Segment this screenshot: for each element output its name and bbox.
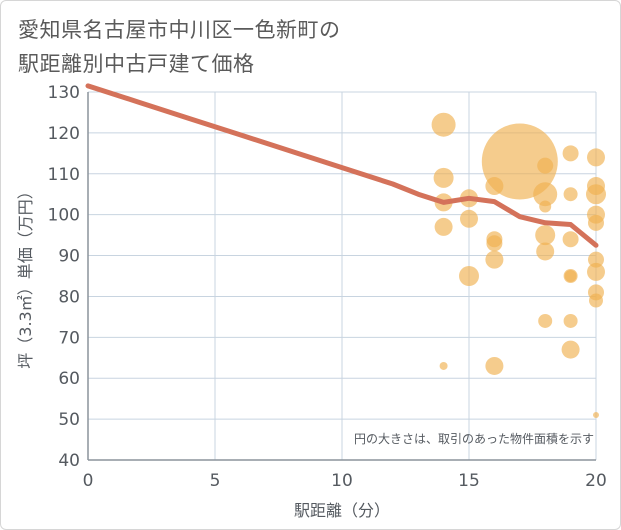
bubble-series bbox=[431, 112, 606, 419]
data-point bbox=[562, 231, 579, 248]
data-point bbox=[587, 262, 605, 281]
y-tick-label: 80 bbox=[58, 287, 80, 307]
data-point bbox=[537, 157, 554, 174]
data-point bbox=[539, 200, 552, 213]
data-point bbox=[536, 242, 555, 261]
chart-title-line-1: 愛知県名古屋市中川区一色新町の bbox=[18, 18, 341, 42]
x-tick-label: 10 bbox=[331, 471, 353, 491]
x-axis-title: 駅距離（分） bbox=[294, 501, 390, 520]
x-tick-label: 15 bbox=[458, 471, 480, 491]
data-point bbox=[433, 167, 454, 188]
data-point bbox=[485, 250, 504, 269]
chart-annotation: 円の大きさは、取引のあった物件面積を示す bbox=[354, 431, 594, 446]
data-point bbox=[587, 148, 605, 167]
y-tick-label: 50 bbox=[58, 410, 80, 430]
y-tick-label: 90 bbox=[58, 247, 80, 267]
data-point bbox=[593, 412, 599, 419]
data-point bbox=[439, 361, 448, 370]
y-tick-label: 70 bbox=[58, 328, 80, 348]
data-point bbox=[588, 214, 604, 231]
data-point bbox=[588, 251, 604, 268]
data-point bbox=[586, 184, 606, 205]
data-point bbox=[460, 209, 478, 228]
chart-title: 愛知県名古屋市中川区一色新町の 駅距離別中古戸建て価格 bbox=[18, 13, 341, 81]
chart-title-line-2: 駅距離別中古戸建て価格 bbox=[18, 52, 255, 76]
y-tick-label: 130 bbox=[48, 83, 80, 103]
y-axis-title: 坪（3.3㎡）単価（万円） bbox=[16, 183, 35, 368]
data-point bbox=[459, 266, 479, 286]
y-tick-label: 40 bbox=[58, 451, 80, 471]
data-point bbox=[481, 123, 558, 200]
data-point bbox=[434, 217, 453, 236]
y-tick-label: 120 bbox=[48, 124, 80, 144]
axis-labels: 40 50 60 70 80 90 100 110 120 130 0 5 10 15 20 駅距離（分） 坪（… bbox=[16, 83, 607, 520]
data-point bbox=[561, 340, 580, 359]
y-tick-label: 60 bbox=[58, 369, 80, 389]
data-point bbox=[562, 145, 579, 162]
y-tick-label: 110 bbox=[48, 165, 80, 185]
trend-line bbox=[85, 83, 599, 248]
data-point bbox=[563, 187, 578, 202]
data-point bbox=[538, 313, 553, 328]
x-tick-label: 5 bbox=[210, 471, 221, 491]
data-point bbox=[533, 182, 558, 207]
axes bbox=[87, 92, 596, 461]
data-point bbox=[485, 356, 504, 375]
data-point bbox=[589, 293, 603, 308]
data-point bbox=[535, 225, 556, 246]
x-tick-label: 20 bbox=[585, 471, 607, 491]
x-tick-label: 0 bbox=[83, 471, 94, 491]
trend-series bbox=[85, 83, 599, 248]
y-tick-label: 100 bbox=[48, 206, 80, 226]
data-point bbox=[431, 112, 456, 137]
data-point bbox=[563, 313, 578, 328]
data-point bbox=[564, 270, 577, 282]
data-point bbox=[486, 235, 503, 252]
